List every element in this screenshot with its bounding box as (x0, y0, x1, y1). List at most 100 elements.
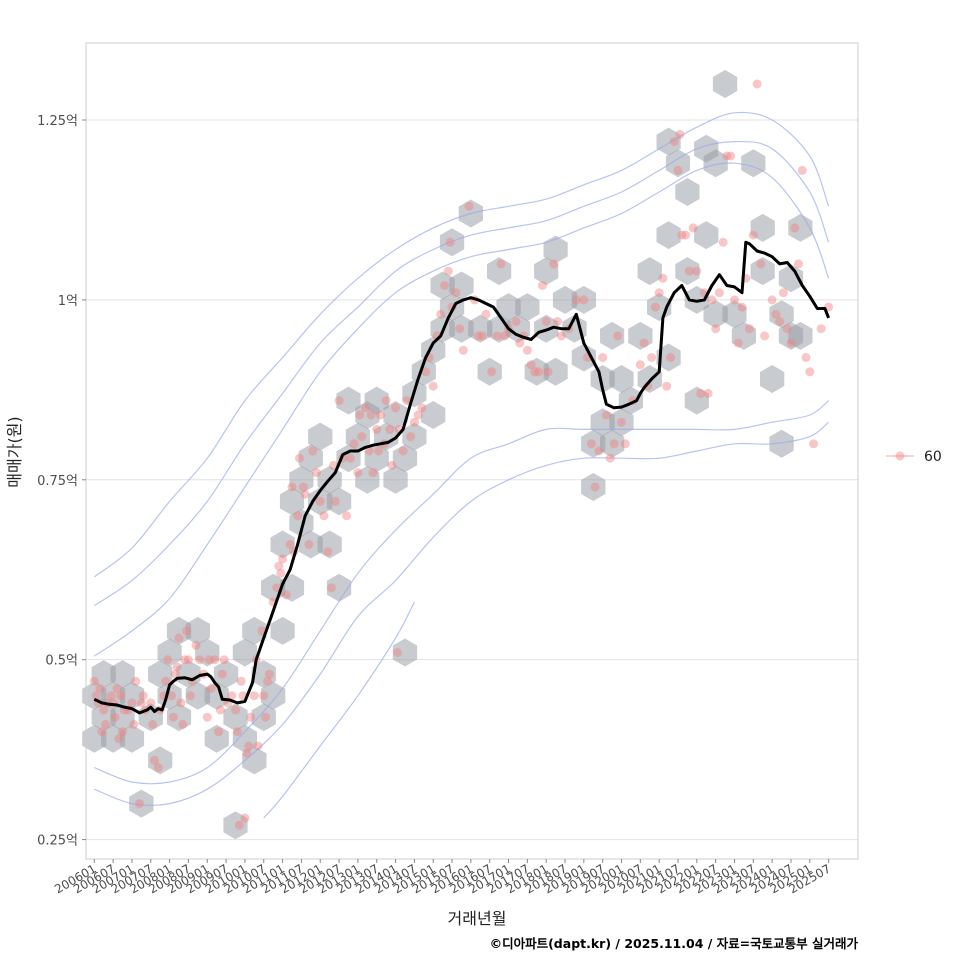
data-point (711, 324, 721, 334)
x-axis-title: 거래년월 (448, 909, 507, 928)
data-point (662, 381, 672, 391)
hexbin-cell (788, 321, 813, 350)
data-point (601, 410, 611, 420)
data-point (428, 381, 438, 391)
data-point (264, 669, 274, 679)
data-point (464, 201, 474, 211)
data-point (530, 367, 540, 377)
data-point (234, 820, 244, 830)
data-point (500, 331, 510, 341)
data-point (385, 424, 395, 434)
hexbin-cell (251, 703, 276, 732)
hexbin-cell (336, 386, 361, 415)
hexbin-cell (684, 386, 709, 415)
data-point (246, 712, 256, 722)
data-point (129, 719, 139, 729)
data-point (261, 712, 271, 722)
data-point (511, 317, 521, 326)
source-caption: ©디아파트(dapt.kr) / 2025.11.04 / 자료=국토교통부 실… (490, 936, 859, 951)
hexbin-cell (439, 228, 465, 257)
hexbin-cell (703, 300, 728, 329)
data-point (586, 439, 596, 449)
data-point (355, 410, 365, 420)
hexbin-cell (628, 321, 653, 350)
data-point (91, 691, 101, 701)
data-point (148, 719, 158, 729)
hexbin-cell (515, 293, 540, 322)
data-point (328, 460, 338, 470)
data-point (445, 237, 455, 247)
data-point (675, 129, 685, 139)
data-point (372, 424, 382, 434)
data-point (368, 468, 378, 478)
data-point (549, 259, 559, 269)
data-point (161, 676, 171, 686)
data-point (794, 259, 803, 269)
data-point (609, 439, 619, 449)
data-point (797, 165, 807, 175)
trend-layer (93, 240, 830, 715)
hexbin-cell (524, 357, 549, 386)
legend-key-point (895, 451, 905, 461)
data-point (374, 446, 384, 456)
y-tick-label: 1억 (58, 294, 78, 309)
hexbin-cell (185, 616, 210, 645)
data-point (752, 79, 762, 89)
data-point (281, 590, 291, 600)
data-point (259, 691, 269, 701)
data-point (135, 799, 144, 809)
data-point (666, 353, 675, 362)
hexbin-cell (571, 343, 596, 372)
data-point (590, 482, 600, 492)
data-point (598, 353, 608, 362)
hexbin-cell (91, 703, 116, 732)
hexbin-cell (675, 257, 700, 286)
data-point (101, 719, 111, 729)
data-point (398, 446, 408, 456)
y-axis-title: 매매가(원) (5, 416, 24, 487)
data-point (613, 331, 623, 341)
hexbin-cell (91, 660, 116, 689)
data-point (330, 496, 340, 506)
hexbin-cell (176, 660, 201, 689)
data-point (801, 353, 811, 362)
data-point (733, 338, 743, 348)
data-point (150, 755, 159, 765)
data-point (786, 338, 796, 348)
data-point (440, 281, 449, 290)
data-point (392, 648, 402, 657)
data-point (635, 360, 645, 370)
data-point (112, 684, 122, 693)
contour-layer (93, 111, 830, 819)
data-point (406, 432, 416, 442)
data-point (417, 403, 427, 413)
data-point (669, 137, 679, 147)
hexbin-cell (788, 213, 813, 242)
data-point (364, 446, 374, 456)
hexbin-cell (119, 681, 145, 710)
data-point (202, 712, 212, 722)
data-point (658, 273, 668, 283)
hexbin-cell (289, 509, 314, 537)
hexbin-cell (326, 573, 352, 602)
data-point (745, 324, 754, 334)
hexbin-cell (656, 221, 681, 250)
data-point (182, 626, 191, 636)
hexbin-cell (317, 530, 342, 559)
hexbin-cell (581, 429, 606, 458)
data-point (219, 655, 229, 665)
data-point (534, 367, 544, 377)
hexbin-cell (195, 638, 220, 667)
density-contour (93, 162, 830, 657)
hexbin-cell (232, 638, 257, 667)
hexbin-cell (148, 746, 173, 775)
data-point (455, 324, 465, 334)
data-point (163, 655, 173, 665)
hexbin-cell (496, 293, 521, 322)
data-point (308, 446, 318, 456)
hexbin-cell (110, 660, 135, 689)
hexbin-cell (449, 314, 474, 343)
y-axis: 0.25억 0.5억 0.75억 1억 1.25억 (37, 114, 86, 849)
data-point (118, 727, 127, 737)
hexbin-cell (101, 724, 126, 753)
